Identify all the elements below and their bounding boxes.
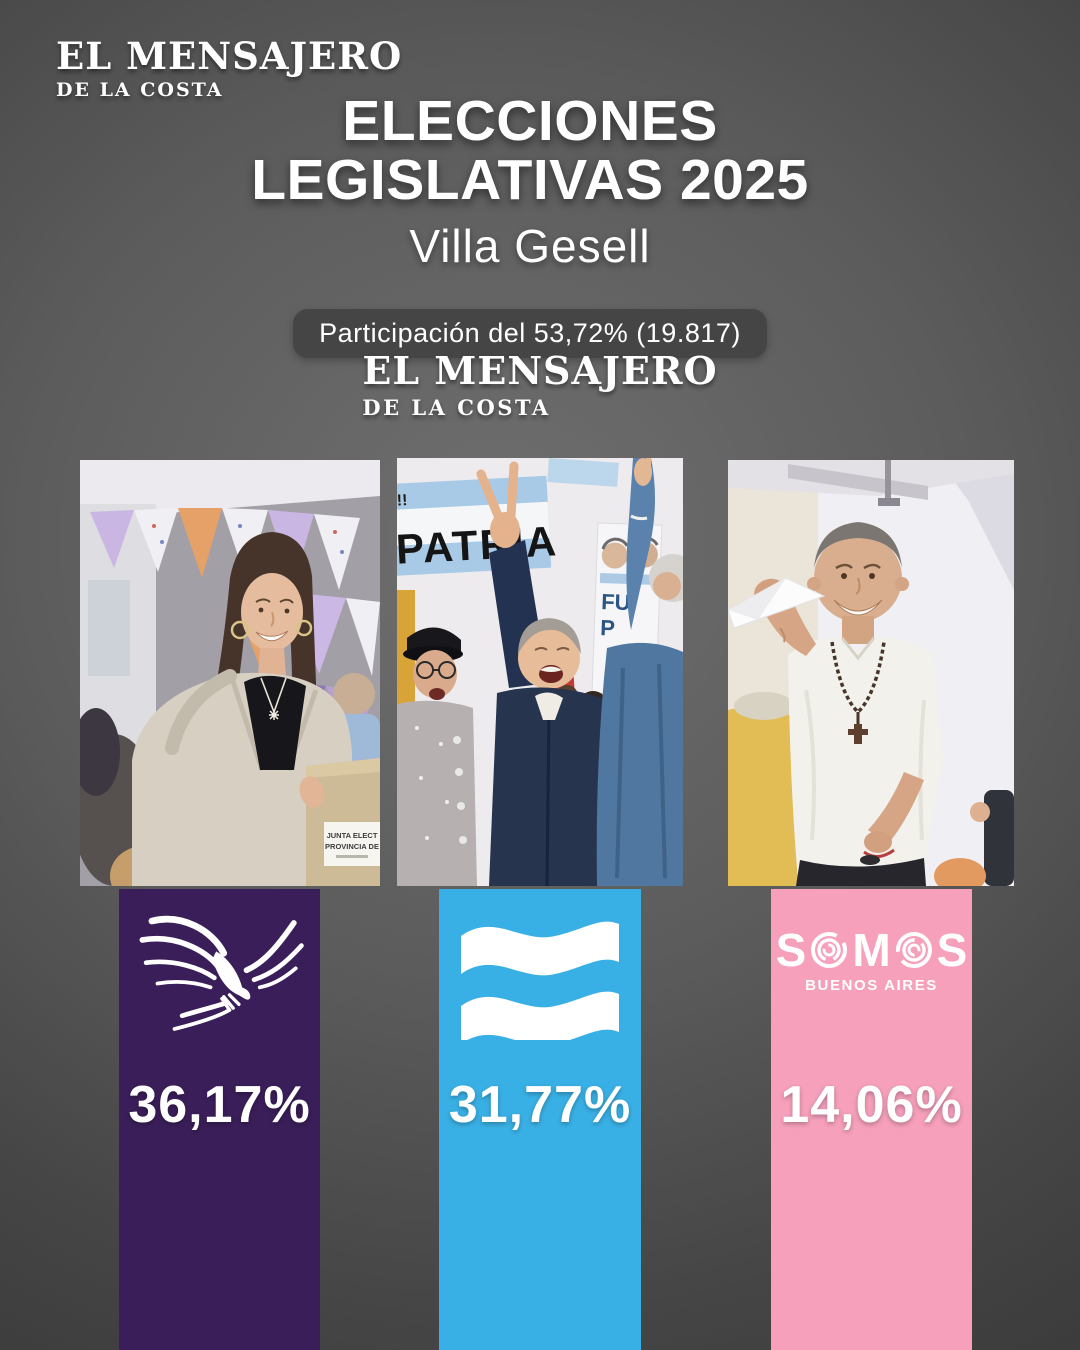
title-line-2: LEGISLATIVAS 2025 xyxy=(251,147,809,212)
patria-banner-text: PATRIA xyxy=(397,517,559,572)
somos-logo: S M S BUENOS AIRES xyxy=(771,927,972,994)
location-subtitle: Villa Gesell xyxy=(409,220,651,273)
participation-badge: Participación del 53,72% (19.817) xyxy=(293,309,767,359)
photo-center-illustration: !!! PATRIA FU P xyxy=(397,458,683,886)
percentage-label: 36,17% xyxy=(128,1076,311,1134)
watermark-tagline: DE LA COSTA xyxy=(362,395,551,420)
masthead-logo: EL MENSAJERO DE LA COSTA xyxy=(56,34,403,102)
poster-text-line1: FU xyxy=(601,589,631,615)
photo-right-illustration xyxy=(728,460,1014,886)
result-bar-purple: 36,17% xyxy=(119,889,320,1350)
somos-letter: S xyxy=(775,924,807,976)
masthead-name: EL MENSAJERO xyxy=(56,34,403,78)
somos-letter: M xyxy=(852,924,891,976)
flag-waves-icon xyxy=(461,921,619,1040)
result-bar-pink: S M S BUENOS AIRES 14,06% xyxy=(771,889,972,1350)
watermark-logo: EL MENSAJERO DE LA COSTA xyxy=(0,348,1080,421)
title-line-1: ELECCIONES xyxy=(342,89,718,153)
somos-letter: S xyxy=(936,924,968,976)
ballot-sign-line2: PROVINCIA DE xyxy=(325,842,379,851)
candidate-photo-center: !!! PATRIA FU P xyxy=(397,458,683,886)
result-bar-blue: 31,77% xyxy=(439,889,641,1350)
fingerprint-o-icon xyxy=(895,932,932,968)
masthead-tagline: DE LA COSTA xyxy=(56,79,224,101)
watermark-name: EL MENSAJERO xyxy=(362,348,718,393)
candidate-photo-left: JUNTA ELECT PROVINCIA DE xyxy=(80,460,380,886)
header: ELECCIONES LEGISLATIVAS 2025 Villa Gesel… xyxy=(0,92,1060,359)
photo-left-illustration: JUNTA ELECT PROVINCIA DE xyxy=(80,460,380,886)
somos-subtitle: BUENOS AIRES xyxy=(805,977,938,994)
percentage-label: 31,77% xyxy=(448,1076,632,1134)
fingerprint-o-icon xyxy=(811,932,848,968)
flag-banner-prefix: !!! xyxy=(397,492,408,510)
ballot-sign-line1: JUNTA ELECT xyxy=(327,831,378,840)
eagle-icon xyxy=(139,915,304,1031)
somos-word: S M S xyxy=(776,927,968,973)
page-title: ELECCIONES LEGISLATIVAS 2025 xyxy=(0,92,1060,209)
percentage-label: 14,06% xyxy=(780,1076,963,1134)
poster-text-line2: P xyxy=(600,615,616,640)
candidate-photo-right xyxy=(728,460,1014,886)
